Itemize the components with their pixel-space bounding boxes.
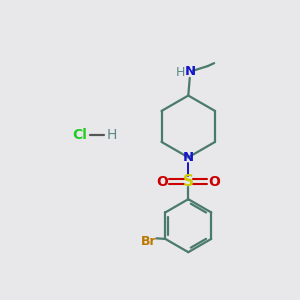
Text: N: N [183,151,194,164]
Text: Cl: Cl [72,128,87,142]
Text: H: H [176,66,185,80]
Text: H: H [107,128,118,142]
Text: Br: Br [141,235,156,248]
Text: O: O [156,175,168,188]
Text: S: S [183,174,194,189]
Text: N: N [185,65,196,79]
Text: O: O [208,175,220,188]
